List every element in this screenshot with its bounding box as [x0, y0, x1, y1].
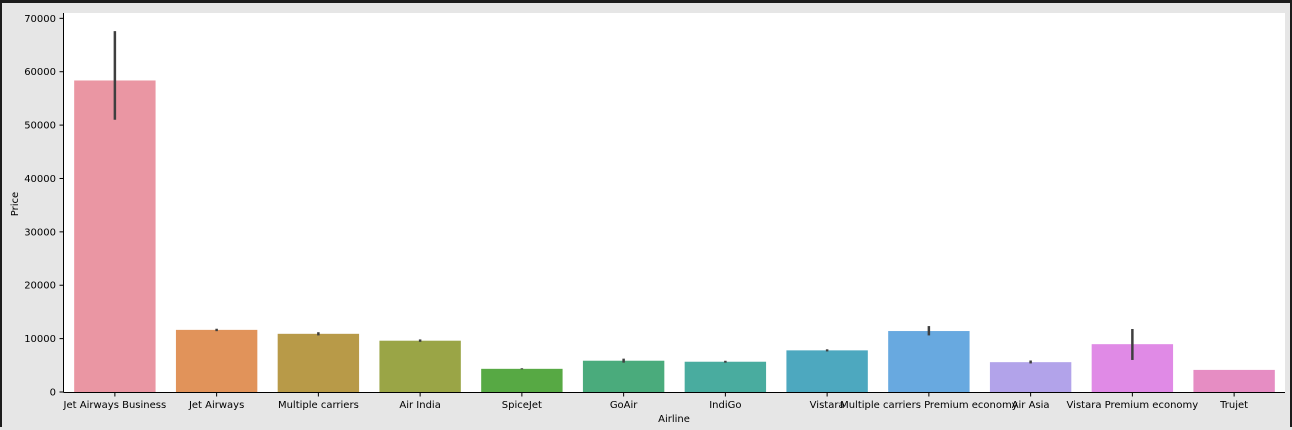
- bar-chart: 0 10000 20000 30000 40000 50000 60000 70000 Jet…: [10, 13, 1285, 425]
- bar-0: [74, 80, 156, 392]
- x-tick-label: Air Asia: [1012, 400, 1050, 411]
- x-tick-label: Multiple carriers: [278, 400, 359, 411]
- x-tick-label: Air India: [399, 400, 440, 411]
- bar-7: [786, 350, 868, 392]
- bar-5: [582, 360, 665, 392]
- y-tick-label: 60000: [24, 67, 56, 78]
- y-tick-label: 10000: [24, 334, 56, 345]
- bar-9: [989, 362, 1072, 392]
- x-tick-label: Trujet: [1219, 400, 1248, 411]
- x-tick-label: Jet Airways: [188, 400, 244, 411]
- x-axis-label: Airline: [658, 414, 690, 425]
- error-bars-group: [113, 31, 1134, 370]
- bar-8: [888, 331, 970, 392]
- y-tick-label: 40000: [24, 174, 56, 185]
- x-tick-label: SpiceJet: [502, 400, 542, 411]
- y-tick-label: 20000: [24, 281, 56, 292]
- x-tick-label: IndiGo: [709, 400, 741, 411]
- y-tick-label: 30000: [24, 227, 56, 238]
- x-tick-label: Multiple carriers Premium economy: [840, 400, 1018, 411]
- x-tick-label: GoAir: [610, 400, 638, 411]
- x-tick-label: Vistara Premium economy: [1067, 400, 1199, 411]
- bar-4: [481, 368, 563, 392]
- y-ticks-group: 0 10000 20000 30000 40000 50000 60000 70000: [24, 14, 64, 399]
- y-tick-label: 0: [50, 388, 56, 399]
- y-axis-label: Price: [10, 192, 21, 216]
- bar-1: [175, 329, 258, 392]
- bar-6: [684, 361, 767, 392]
- x-tick-label: Vistara: [810, 400, 845, 411]
- plot-area: [64, 13, 1285, 392]
- bar-3: [379, 340, 461, 392]
- bars-group: [74, 80, 1275, 392]
- bar-11: [1193, 369, 1275, 392]
- x-tick-label: Jet Airways Business: [63, 400, 167, 411]
- x-ticks-group: Jet Airways Business Jet Airways Multiple …: [63, 392, 1248, 411]
- bar-2: [277, 333, 360, 392]
- y-tick-label: 70000: [24, 14, 56, 25]
- y-tick-label: 50000: [24, 121, 56, 132]
